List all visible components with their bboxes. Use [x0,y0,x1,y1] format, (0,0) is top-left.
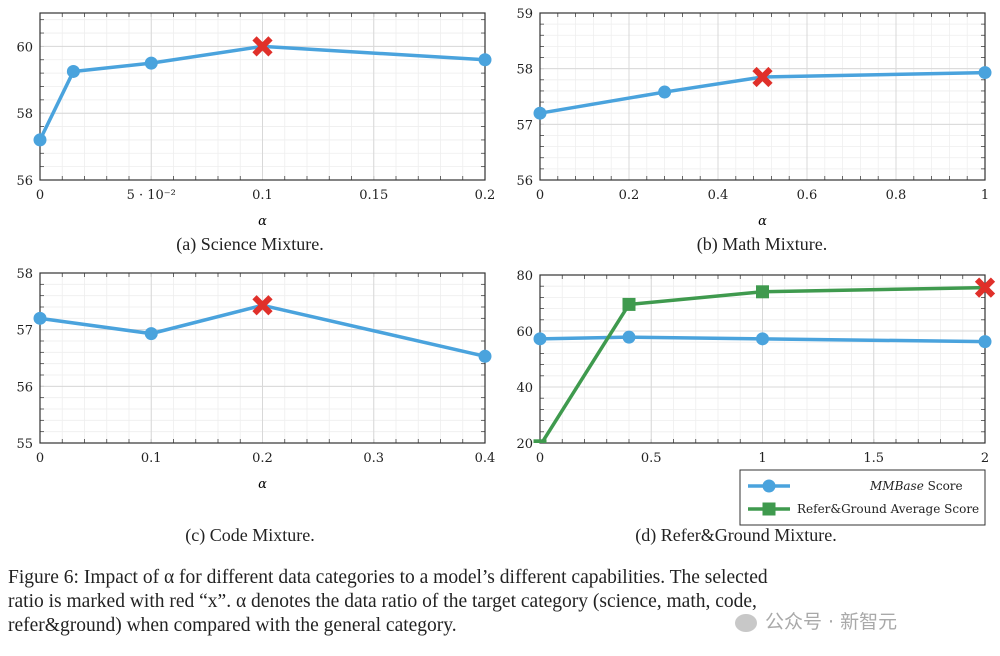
legend-label: Refer&Ground Average Score [797,502,979,516]
x-tick-label: 0.5 [641,451,662,466]
red-x-icon [252,295,273,316]
x-axis-label: α [258,214,267,229]
legend-box [739,469,986,526]
y-tick-label: 56 [16,380,33,395]
legend-marker-circle [762,479,776,493]
y-tick-label: 59 [516,7,533,22]
x-tick-label: 0.4 [708,188,729,203]
legend-label: MMBase Score [869,479,963,493]
data-point [756,285,769,299]
x-tick-label: 0.2 [619,188,640,203]
x-tick-label: 0.4 [475,451,496,466]
y-tick-label: 20 [516,437,533,452]
plot-area [533,285,992,443]
x-tick-label: 0.8 [886,188,907,203]
x-tick-label: 0.15 [359,188,388,203]
x-tick-label: 0 [536,188,544,203]
x-tick-label: 2 [981,451,989,466]
red-x-icon [252,36,273,57]
axes-frame [539,274,986,444]
caption-b: (b) Math Mixture. [696,234,828,254]
x-axis-label: α [758,214,767,229]
data-point [533,332,547,346]
caption-d: (d) Refer&Ground Mixture. [635,525,837,545]
figure-caption: Figure 6: Impact of α for different data… [8,566,993,638]
x-tick-label: 5 · 10⁻² [127,188,176,203]
x-tick-label: 1 [981,188,989,203]
x-tick-label: 0 [36,188,44,203]
y-tick-label: 55 [16,437,33,452]
y-tick-label: 58 [16,267,33,282]
figure-panels: 0 5 · 10⁻² 0.1 0.15 0.2 56 58 60 α 0 0.2 0.4 0.6 0.8 1… [16,7,996,526]
chart-a: 0 5 · 10⁻² 0.1 0.15 0.2 56 58 60 α [16,12,496,229]
legend: MMBase Score Refer&Ground Average Score [739,469,986,526]
axes-frame [539,12,986,181]
y-tick-label: 58 [516,63,533,78]
plot-area [533,66,992,120]
x-tick-label: 0.3 [363,451,384,466]
data-point [144,56,158,70]
x-tick-label: 0.1 [141,451,162,466]
data-point [658,85,672,99]
y-tick-label: 60 [16,40,33,55]
data-point [978,66,992,80]
legend-marker-square [762,502,776,516]
data-point [622,297,636,311]
chart-d: 0 0.5 1 1.5 2 20 40 60 80 MMBase Score Refer&Groun… [516,269,996,526]
x-tick-label: 0 [36,451,44,466]
data-point [478,349,492,363]
series-line [539,70,986,115]
figure-caption-line: Figure 6: Impact of α for different data… [8,567,768,588]
chart-b: 0 0.2 0.4 0.6 0.8 1 56 57 58 59 α [516,7,992,229]
data-point [144,327,158,341]
series-line [539,285,986,443]
y-tick-label: 58 [16,107,33,122]
x-tick-label: 0 [536,451,544,466]
figure-caption-line: refer&ground) when compared with the gen… [8,615,457,636]
watermark-text: 公众号 · 新智元 [765,611,898,633]
y-tick-label: 56 [16,174,33,189]
caption-c: (c) Code Mixture. [185,525,315,545]
data-point [978,335,992,349]
data-point [66,64,80,78]
x-tick-label: 1 [758,451,766,466]
series-line [539,335,986,344]
plot-area [33,303,492,363]
red-x-icon [752,66,773,88]
red-x-icon [974,277,996,298]
wechat-logo-icon [735,613,757,632]
y-tick-label: 40 [516,381,533,396]
selected-x-marker [252,295,273,316]
data-point [33,311,47,325]
y-tick-label: 57 [516,118,533,133]
y-tick-label: 57 [16,324,33,339]
chart-c: 0 0.1 0.2 0.3 0.4 55 56 57 58 α [16,267,495,492]
data-point [533,439,547,443]
selected-x-marker [974,277,996,298]
data-point [622,330,636,344]
series-line [39,303,486,359]
y-tick-label: 80 [516,269,533,284]
y-tick-label: 60 [516,325,533,340]
selected-x-marker [252,36,273,57]
data-point [533,106,547,120]
x-tick-label: 0.1 [252,188,273,203]
data-point [478,53,492,67]
x-tick-label: 1.5 [863,451,884,466]
caption-a: (a) Science Mixture. [176,234,324,254]
figure-caption-line: ratio is marked with red “x”. α denotes … [8,591,757,612]
plot-area [33,44,492,147]
x-tick-label: 0.6 [797,188,818,203]
selected-x-marker [752,66,773,88]
x-tick-label: 0.2 [475,188,496,203]
data-point [756,332,769,346]
y-tick-label: 56 [516,174,533,189]
x-tick-label: 0.2 [252,451,273,466]
data-point [33,133,47,147]
axes-frame [39,12,486,181]
watermark: 公众号 · 新智元 [735,607,897,634]
x-axis-label: α [258,477,267,492]
